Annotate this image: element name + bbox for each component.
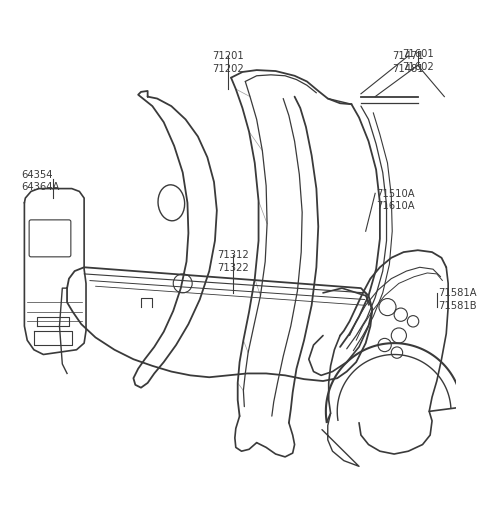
Text: 71510A
71610A: 71510A 71610A [376, 188, 415, 211]
Text: 71471
71481: 71471 71481 [393, 51, 424, 74]
Text: 64354
64364A: 64354 64364A [22, 170, 60, 192]
Text: 71601
71602: 71601 71602 [402, 49, 434, 72]
Text: 71581A
71581B: 71581A 71581B [439, 288, 477, 310]
Text: 71312
71322: 71312 71322 [217, 250, 249, 273]
Text: 71201
71202: 71201 71202 [212, 51, 244, 74]
